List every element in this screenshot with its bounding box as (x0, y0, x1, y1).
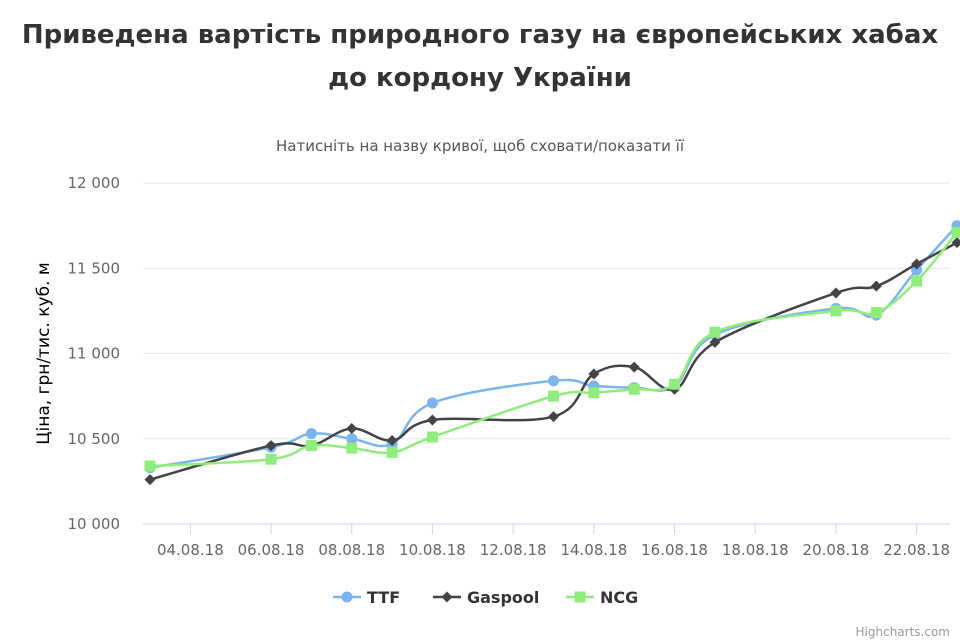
data-point-ttf[interactable] (346, 433, 358, 445)
x-tick-label: 12.08.18 (480, 541, 547, 559)
chart-subtitle: Натисніть на назву кривої, щоб сховати/п… (276, 137, 684, 155)
data-point-gaspool[interactable] (951, 237, 960, 249)
legend-item-ttf[interactable]: TTF (367, 588, 400, 607)
data-point-gaspool[interactable] (911, 258, 923, 270)
y-tick-label: 11 500 (68, 259, 121, 277)
data-point-gaspool[interactable] (144, 474, 156, 486)
y-tick-label: 12 000 (68, 174, 121, 192)
y-tick-label: 11 000 (68, 345, 121, 363)
data-point-ttf[interactable] (426, 397, 438, 409)
x-tick-label: 18.08.18 (722, 541, 789, 559)
data-point-gaspool[interactable] (870, 280, 882, 292)
data-point-ncg[interactable] (951, 226, 960, 238)
x-tick-label: 06.08.18 (238, 541, 305, 559)
data-point-ncg[interactable] (709, 326, 721, 338)
data-point-ttf[interactable] (911, 264, 923, 276)
x-tick-label: 04.08.18 (157, 541, 224, 559)
data-point-ncg[interactable] (588, 387, 600, 399)
data-point-gaspool[interactable] (709, 336, 721, 348)
chart-title: Приведена вартість природного газу на єв… (21, 20, 939, 93)
data-point-ncg[interactable] (870, 307, 882, 319)
data-point-ncg[interactable] (305, 440, 317, 452)
data-point-gaspool[interactable] (830, 287, 842, 299)
series-line-ncg[interactable] (149, 231, 958, 468)
x-tick-label: 08.08.18 (318, 541, 385, 559)
data-point-ncg[interactable] (265, 453, 277, 465)
data-point-ncg[interactable] (669, 378, 681, 390)
data-point-gaspool[interactable] (628, 361, 640, 373)
series-line-ttf[interactable] (149, 224, 958, 469)
data-point-ncg[interactable] (386, 446, 398, 458)
x-tick-label: 14.08.18 (560, 541, 627, 559)
data-point-ncg[interactable] (426, 431, 438, 443)
data-point-ncg[interactable] (911, 275, 923, 287)
data-point-ncg[interactable] (830, 305, 842, 317)
y-tick-label: 10 500 (68, 430, 121, 448)
x-tick-label: 10.08.18 (399, 541, 466, 559)
legend-item-gaspool[interactable]: Gaspool (467, 588, 539, 607)
y-axis-title: Ціна, грн/тис. куб. м (34, 262, 54, 444)
credits-link[interactable]: Highcharts.com (855, 625, 950, 639)
data-point-gaspool[interactable] (265, 440, 277, 452)
data-point-ttf[interactable] (548, 375, 559, 387)
data-point-gaspool[interactable] (386, 434, 398, 446)
legend-marker-ncg[interactable] (574, 591, 586, 603)
x-tick-label: 16.08.18 (641, 541, 708, 559)
legend-marker-ttf[interactable] (341, 591, 353, 603)
data-point-ncg[interactable] (628, 383, 640, 395)
data-point-gaspool[interactable] (548, 411, 559, 423)
legend-marker-gaspool[interactable] (441, 591, 453, 603)
data-point-ncg[interactable] (346, 442, 358, 454)
data-point-ttf[interactable] (305, 428, 317, 440)
y-tick-label: 10 000 (68, 515, 121, 533)
legend-item-ncg[interactable]: NCG (600, 588, 638, 607)
x-tick-label: 22.08.18 (883, 541, 950, 559)
data-point-ncg[interactable] (548, 390, 559, 402)
data-point-gaspool[interactable] (346, 423, 358, 435)
data-point-ncg[interactable] (144, 460, 156, 472)
data-point-gaspool[interactable] (588, 368, 600, 380)
data-point-gaspool[interactable] (426, 414, 438, 426)
x-tick-label: 20.08.18 (803, 541, 870, 559)
